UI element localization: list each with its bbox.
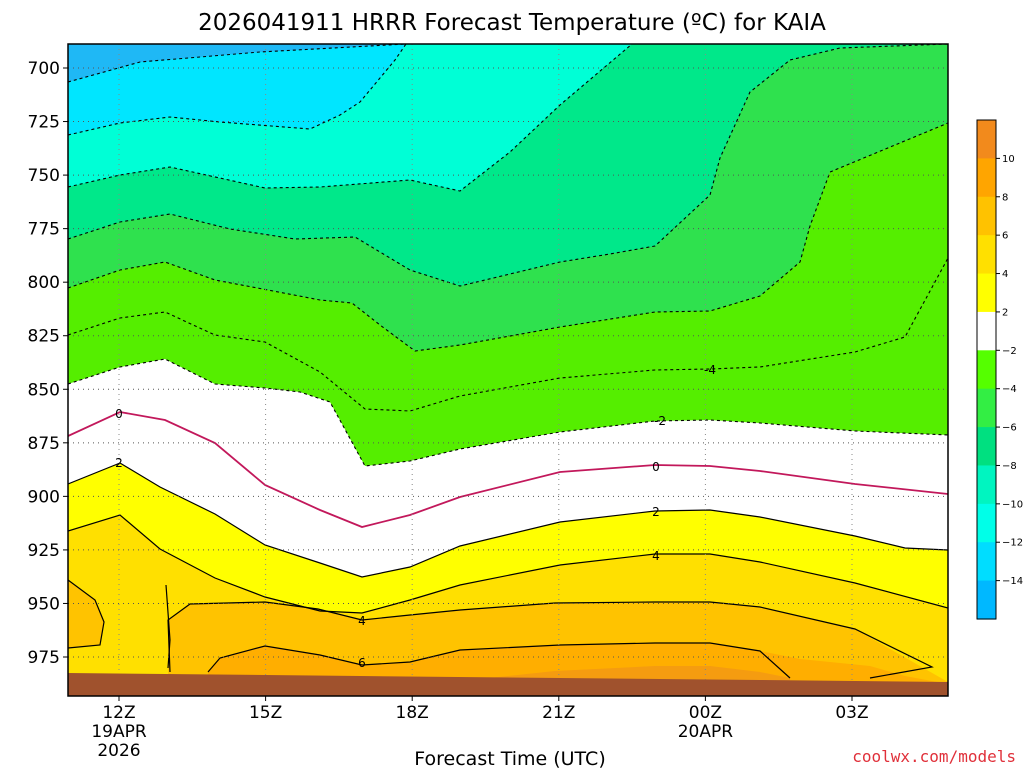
isotherm-solid-3	[167, 601, 934, 679]
isotherm-solid-2	[68, 579, 105, 649]
isotherm-solid-5	[165, 584, 171, 669]
contour-label: 0	[652, 460, 660, 474]
x-tick-label: 03Z	[835, 703, 868, 723]
colorbar-label: 2	[1002, 307, 1008, 318]
isotherm-solid-0	[68, 462, 948, 578]
contour-label: 0	[115, 407, 123, 421]
isotherm-dashed-5	[68, 257, 948, 412]
x-tick-sublabel: 2026	[97, 741, 140, 761]
colorbar-label: 10	[1002, 154, 1015, 165]
y-tick-label: 825	[28, 327, 60, 347]
y-tick-label: 850	[28, 380, 60, 400]
colorbar-segment	[977, 235, 996, 275]
y-tick-label: 700	[28, 59, 60, 79]
colorbar-segment	[977, 427, 996, 467]
colorbar-label: 8	[1002, 192, 1008, 203]
contour-label: -4	[704, 363, 716, 377]
y-tick-label: 900	[28, 487, 60, 507]
colorbar-label: −10	[1002, 499, 1023, 510]
y-tick-label: 775	[28, 220, 60, 240]
contour-label: 4	[358, 614, 366, 628]
isotherm-dashed-1	[68, 44, 407, 136]
x-tick-sublabel: 20APR	[678, 722, 734, 742]
isotherm-dashed-6	[68, 358, 948, 467]
contour-label: -2	[654, 414, 666, 428]
x-axis-label: Forecast Time (UTC)	[414, 748, 605, 768]
ground-strip	[68, 673, 948, 696]
isotherm-dashed-3	[68, 44, 948, 287]
y-tick-label: 750	[28, 166, 60, 186]
x-tick-sublabel: 19APR	[91, 722, 147, 742]
colorbar-label: −4	[1002, 384, 1017, 395]
colorbar-label: −2	[1002, 346, 1017, 357]
plot-frame	[67, 43, 949, 697]
y-tick-label: 800	[28, 273, 60, 293]
isotherm-solid-1	[68, 514, 948, 614]
colorbar-label: −12	[1002, 538, 1023, 549]
x-tick-label: 18Z	[396, 703, 429, 723]
y-tick-label: 725	[28, 113, 60, 133]
y-tick-label: 950	[28, 594, 60, 614]
plot-area: -4 -2 0 2 4 0 2 4 6	[68, 44, 948, 696]
colorbar-segment	[977, 465, 996, 505]
colorbar-segment	[977, 158, 996, 198]
colorbar-segment	[977, 273, 996, 313]
chart-title: 2026041911 HRRR Forecast Temperature (ºC…	[198, 10, 826, 36]
colorbar-segment	[977, 580, 996, 620]
colorbar-label: −14	[1002, 576, 1023, 587]
contour-label: 2	[115, 456, 123, 470]
isotherm-dashed-2	[68, 44, 633, 192]
x-tick-label: 21Z	[542, 703, 575, 723]
contour-label: 4	[652, 549, 660, 563]
isotherm-dashed-0	[68, 44, 407, 83]
isotherm-zero	[68, 411, 948, 528]
x-tick-label: 00Z	[689, 703, 722, 723]
colorbar-label: −6	[1002, 423, 1017, 434]
colorbar-segment	[977, 196, 996, 236]
contour-label: 6	[358, 656, 366, 670]
isotherm-solid-4	[207, 642, 791, 679]
colorbar-label: 6	[1002, 231, 1008, 242]
colorbar-frame	[976, 119, 997, 620]
credit-text: coolwx.com/models	[852, 747, 1016, 766]
colorbar-segment	[977, 120, 996, 159]
colorbar-segment	[977, 388, 996, 428]
colorbar-segment	[977, 311, 996, 351]
y-tick-label: 925	[28, 541, 60, 561]
isotherm-dashed-4	[68, 122, 948, 352]
y-tick-label: 875	[28, 434, 60, 454]
colorbar-segment	[977, 503, 996, 543]
colorbar: 10 8 6 4 2 −2 −4 −6 −8 −10 −12 −14	[976, 119, 1023, 620]
colorbar-segment	[977, 350, 996, 390]
x-tick-label: 15Z	[249, 703, 282, 723]
contour-label: 2	[652, 505, 660, 519]
y-tick-label: 975	[28, 648, 60, 668]
colorbar-segment	[977, 542, 996, 582]
colorbar-label: 4	[1002, 269, 1008, 280]
axes: 70072575077580082585087590092595097512Z1…	[28, 43, 949, 761]
x-tick-label: 12Z	[102, 703, 135, 723]
colorbar-label: −8	[1002, 461, 1017, 472]
